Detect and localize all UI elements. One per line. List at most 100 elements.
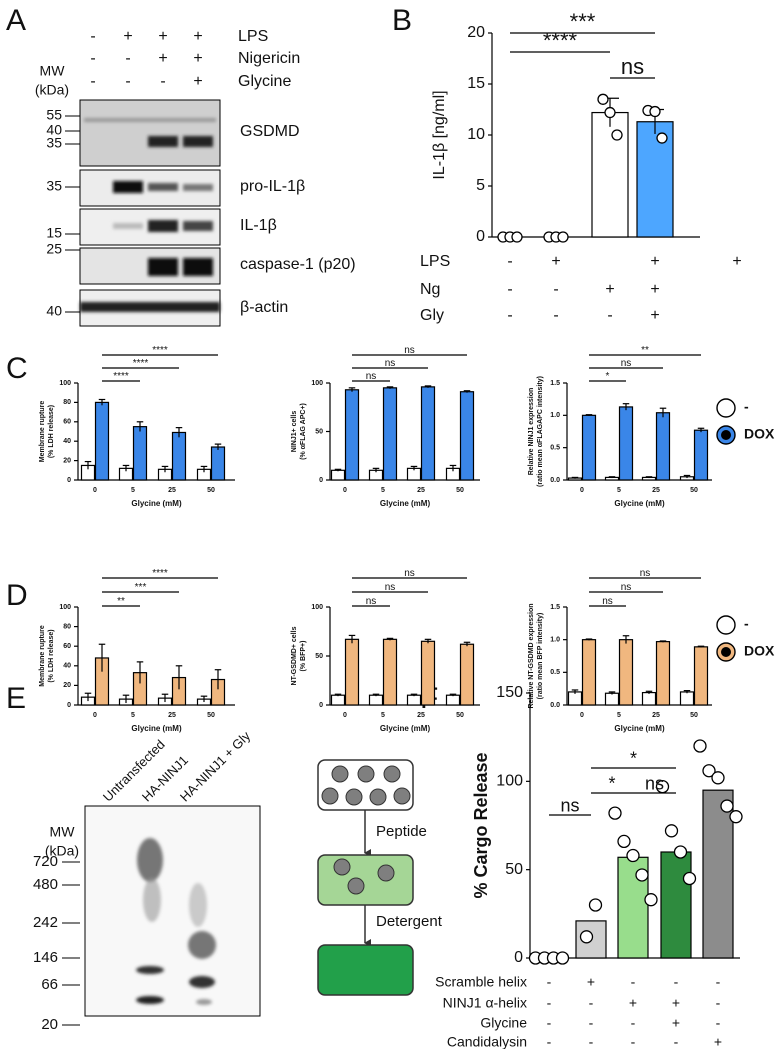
- x-tick-label: 5: [131, 487, 135, 494]
- y-tick-label: 0: [67, 702, 71, 709]
- significance-label: ****: [543, 28, 578, 53]
- y-tick-label: 0: [319, 477, 323, 484]
- y-axis-label: (% BFP+): [300, 641, 307, 672]
- y-tick-label: 60: [63, 643, 71, 650]
- y-tick-label: 0.0: [550, 702, 560, 709]
- y-tick-label: 50: [505, 861, 523, 878]
- x-tick-label: 0: [580, 487, 584, 494]
- y-axis-label: Membrane rupture: [39, 625, 46, 687]
- significance-label: ns: [560, 796, 579, 816]
- y-tick-label: 0: [476, 228, 485, 245]
- treatment-label: LPS: [238, 28, 268, 45]
- mw-header: MW: [50, 824, 76, 840]
- legend-label: DOX: [744, 426, 775, 442]
- mw-marker: 35: [46, 178, 62, 194]
- y-tick-label: 0.5: [550, 445, 560, 452]
- condition-sign: +: [672, 995, 680, 1011]
- band: [188, 931, 216, 959]
- bar: [420, 386, 436, 481]
- significance-label: ns: [404, 345, 415, 356]
- x-tick-label: 25: [417, 487, 425, 494]
- y-axis-label: (% LDH release): [48, 405, 55, 458]
- lane-label: HA-NINJ1 + Gly: [177, 728, 254, 805]
- bar: [567, 691, 583, 706]
- data-point: [588, 898, 603, 912]
- cargo-dot: [321, 787, 339, 805]
- x-tick-label: 5: [131, 712, 135, 719]
- vesicle-box: [317, 854, 414, 906]
- treatment-sign: -: [125, 73, 130, 90]
- bar: [94, 401, 110, 481]
- y-tick-label: 10: [467, 126, 485, 143]
- condition-label: Gly: [420, 307, 444, 324]
- cargo: [333, 858, 395, 895]
- legend-label: -: [744, 399, 749, 415]
- condition-sign: -: [716, 995, 721, 1011]
- y-tick-label: 40: [63, 438, 71, 445]
- condition-sign: -: [631, 974, 636, 990]
- bar: [702, 789, 734, 959]
- mw-marker: 55: [46, 107, 62, 123]
- mw-marker: 35: [46, 135, 62, 151]
- condition-sign: -: [607, 307, 612, 324]
- band: [183, 184, 213, 191]
- condition-sign: +: [605, 281, 614, 298]
- condition-sign: +: [551, 253, 560, 270]
- band: [136, 966, 164, 974]
- blot-a: [79, 99, 221, 327]
- legend-marker: [716, 615, 736, 635]
- significance-label: ****: [133, 358, 149, 369]
- legend-marker: [716, 398, 736, 418]
- condition-sign: -: [547, 974, 552, 990]
- cargo: [321, 765, 411, 806]
- data-point: [579, 930, 594, 944]
- bar: [636, 121, 674, 238]
- y-axis-label: (ratio mean BFP intensity): [537, 613, 544, 700]
- x-tick-label: 0: [343, 712, 347, 719]
- bar: [132, 426, 148, 481]
- x-axis-label: Glycine (mM): [131, 724, 182, 733]
- treatment-sign: -: [160, 73, 165, 90]
- bar: [591, 111, 629, 238]
- data-point: [626, 848, 640, 863]
- y-tick-label: 100: [496, 773, 523, 790]
- blot-label: pro-IL-1β: [240, 178, 305, 195]
- bands: [80, 118, 220, 312]
- cargo-dot: [347, 877, 365, 895]
- y-tick-label: 50: [315, 653, 323, 660]
- x-tick-label: 25: [168, 712, 176, 719]
- y-tick-label: 15: [467, 75, 485, 92]
- step-label: Peptide: [376, 823, 427, 840]
- bar: [581, 414, 597, 481]
- mw-marker: 40: [46, 122, 62, 138]
- bands: [136, 838, 216, 1005]
- y-tick-label: 100: [59, 604, 71, 611]
- mw-marker: 66: [41, 976, 58, 993]
- x-axis-label: Glycine (mM): [614, 499, 665, 508]
- y-tick-label: 80: [63, 623, 71, 630]
- data-point: [720, 799, 734, 813]
- bar: [693, 429, 709, 481]
- significance-label: ns: [602, 596, 613, 607]
- cargo-dot: [333, 858, 351, 876]
- y-tick-label: 5: [476, 177, 485, 194]
- bar: [655, 412, 671, 481]
- y-tick-label: 20: [467, 24, 485, 41]
- band: [183, 136, 213, 147]
- y-tick-label: 80: [63, 399, 71, 406]
- x-tick-label: 50: [456, 487, 464, 494]
- blot-label: GSDMD: [240, 123, 300, 140]
- bar: [693, 646, 709, 706]
- data-point: [693, 739, 707, 753]
- mw-header: MW: [40, 63, 66, 79]
- mw-marker: 720: [33, 853, 58, 870]
- condition-label: Candidalysin: [447, 1034, 527, 1049]
- significance-label: ns: [645, 774, 664, 794]
- condition-label: NINJ1 α-helix: [443, 995, 527, 1011]
- data-point: [557, 231, 569, 243]
- mw-marker: 25: [46, 241, 62, 257]
- band: [137, 838, 163, 882]
- band: [148, 220, 178, 232]
- condition-label: LPS: [420, 253, 450, 270]
